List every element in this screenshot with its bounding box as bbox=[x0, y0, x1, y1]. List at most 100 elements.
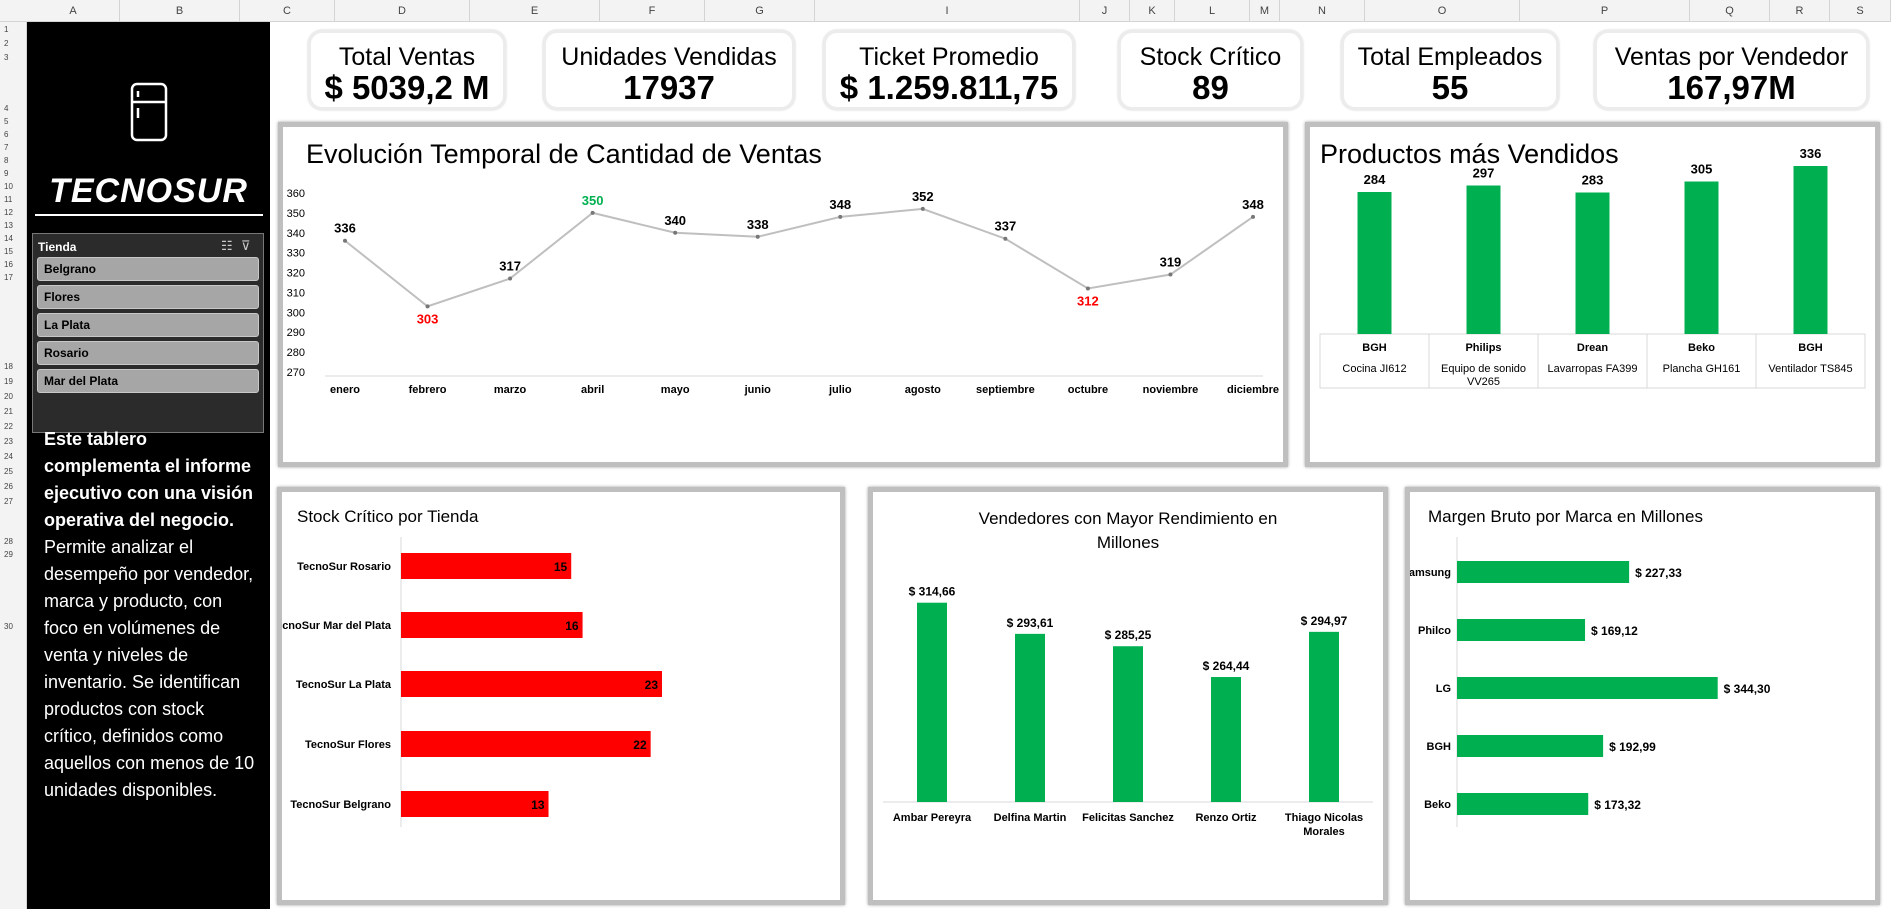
stock-critico-panel[interactable]: Stock Crítico por Tienda 15 TecnoSur Rosa… bbox=[277, 487, 845, 905]
category-label: Renzo Ortiz bbox=[1195, 812, 1257, 824]
column-header[interactable]: P bbox=[1520, 0, 1690, 22]
y-tick-label: 300 bbox=[287, 307, 305, 319]
row-header[interactable]: 29 bbox=[4, 550, 13, 559]
line-chart: 270 280 290 300 310 320 330 340 350 360 336 enero 30… bbox=[287, 188, 1279, 396]
column-header[interactable]: E bbox=[470, 0, 600, 22]
margen-panel[interactable]: Margen Bruto por Marca en Millones $ 227… bbox=[1405, 487, 1880, 905]
row-header[interactable]: 14 bbox=[4, 234, 13, 243]
slicer-item-la-plata[interactable]: La Plata bbox=[37, 313, 259, 337]
column-header[interactable]: D bbox=[335, 0, 470, 22]
column-header[interactable]: A bbox=[27, 0, 120, 22]
row-header[interactable]: 28 bbox=[4, 537, 13, 546]
x-tick-label: agosto bbox=[905, 384, 941, 396]
row-header[interactable]: 3 bbox=[4, 53, 9, 62]
category-label: Philco bbox=[1418, 625, 1451, 637]
row-header[interactable]: 27 bbox=[4, 497, 13, 506]
y-tick-label: 330 bbox=[287, 248, 305, 260]
bar bbox=[1309, 631, 1339, 802]
data-label: $ 264,44 bbox=[1203, 659, 1250, 673]
data-label: $ 344,30 bbox=[1724, 682, 1771, 696]
data-label: $ 173,32 bbox=[1594, 798, 1641, 812]
row-header[interactable]: 19 bbox=[4, 377, 13, 386]
row-header[interactable]: 4 bbox=[4, 104, 9, 113]
column-header[interactable]: S bbox=[1830, 0, 1891, 22]
top-products-panel[interactable]: Productos más Vendidos 284 BGH Cocina JI61… bbox=[1305, 122, 1880, 467]
vendedores-panel[interactable]: Vendedores con Mayor Rendimiento en Mill… bbox=[868, 487, 1388, 905]
column-header[interactable]: F bbox=[600, 0, 705, 22]
bar bbox=[401, 791, 549, 817]
row-header[interactable]: 13 bbox=[4, 221, 13, 230]
bar bbox=[1457, 677, 1718, 699]
category-label: BGH bbox=[1427, 741, 1452, 753]
x-tick-label: junio bbox=[744, 384, 772, 396]
column-header[interactable]: J bbox=[1080, 0, 1130, 22]
row-header[interactable]: 1 bbox=[4, 25, 9, 34]
category-label: LG bbox=[1436, 683, 1451, 695]
row-header[interactable]: 24 bbox=[4, 452, 13, 461]
data-label: 305 bbox=[1691, 162, 1713, 177]
column-header[interactable]: M bbox=[1250, 0, 1280, 22]
row-header[interactable]: 25 bbox=[4, 467, 13, 476]
bar bbox=[1457, 735, 1604, 757]
brand-logo: TECNOSUR bbox=[49, 172, 248, 210]
slicer-item-mar-del-plata[interactable]: Mar del Plata bbox=[37, 369, 259, 393]
x-tick-label: enero bbox=[330, 384, 360, 396]
data-point bbox=[425, 304, 430, 309]
row-header[interactable]: 15 bbox=[4, 247, 13, 256]
row-header[interactable]: 8 bbox=[4, 156, 9, 165]
y-tick-label: 340 bbox=[287, 228, 305, 240]
bar bbox=[1457, 793, 1589, 815]
sidebar: TECNOSUR Tienda ☷ ⊽ Belgrano Flores La P… bbox=[27, 22, 270, 909]
row-header[interactable]: 10 bbox=[4, 182, 13, 191]
line-chart-panel[interactable]: Evolución Temporal de Cantidad de Ventas… bbox=[278, 122, 1288, 467]
row-header[interactable]: 23 bbox=[4, 437, 13, 446]
row-header[interactable]: 11 bbox=[4, 195, 13, 204]
data-point bbox=[673, 230, 678, 235]
slicer-item-rosario[interactable]: Rosario bbox=[37, 341, 259, 365]
column-header[interactable]: I bbox=[815, 0, 1080, 22]
slicer-item-flores[interactable]: Flores bbox=[37, 285, 259, 309]
row-header[interactable]: 9 bbox=[4, 169, 9, 178]
y-tick-label: 270 bbox=[287, 367, 305, 379]
column-header[interactable]: C bbox=[240, 0, 335, 22]
slicer-item-belgrano[interactable]: Belgrano bbox=[37, 257, 259, 281]
column-header[interactable]: N bbox=[1280, 0, 1365, 22]
data-label: 283 bbox=[1582, 173, 1604, 188]
bar bbox=[1211, 677, 1241, 802]
row-header[interactable]: 7 bbox=[4, 143, 9, 152]
category-product-label: Cocina JI612 bbox=[1342, 363, 1406, 375]
row-header[interactable]: 5 bbox=[4, 117, 9, 126]
data-point bbox=[920, 206, 925, 211]
clear-filter-icon[interactable]: ⊽ bbox=[241, 238, 251, 253]
row-header[interactable]: 2 bbox=[4, 39, 9, 48]
category-label: Felicitas Sanchez bbox=[1082, 812, 1174, 824]
multi-select-icon[interactable]: ☷ bbox=[221, 238, 233, 253]
kpi-value: $ 1.259.811,75 bbox=[839, 69, 1059, 106]
column-header[interactable]: Q bbox=[1690, 0, 1770, 22]
column-header[interactable]: G bbox=[705, 0, 815, 22]
row-header[interactable]: 22 bbox=[4, 422, 13, 431]
kpi-title: Ticket Promedio bbox=[859, 43, 1039, 71]
data-point bbox=[1003, 236, 1008, 241]
store-slicer[interactable]: Tienda ☷ ⊽ Belgrano Flores La Plata Rosa… bbox=[32, 233, 264, 433]
category-label: TecnoSur Flores bbox=[305, 739, 391, 751]
row-header[interactable]: 12 bbox=[4, 208, 13, 217]
row-header[interactable]: 17 bbox=[4, 273, 13, 282]
category-product-label: VV265 bbox=[1467, 376, 1500, 388]
row-header[interactable]: 26 bbox=[4, 482, 13, 491]
row-header[interactable]: 30 bbox=[4, 622, 13, 631]
column-header[interactable]: O bbox=[1365, 0, 1520, 22]
data-point bbox=[1168, 272, 1173, 277]
row-header[interactable]: 21 bbox=[4, 407, 13, 416]
column-header[interactable]: R bbox=[1770, 0, 1830, 22]
row-header[interactable]: 18 bbox=[4, 362, 13, 371]
data-point bbox=[1085, 286, 1090, 291]
row-header[interactable]: 16 bbox=[4, 260, 13, 269]
data-label: $ 169,12 bbox=[1591, 624, 1638, 638]
column-header[interactable]: B bbox=[120, 0, 240, 22]
row-header[interactable]: 20 bbox=[4, 392, 13, 401]
column-header[interactable]: L bbox=[1175, 0, 1250, 22]
column-header[interactable]: K bbox=[1130, 0, 1175, 22]
row-header[interactable]: 6 bbox=[4, 130, 9, 139]
